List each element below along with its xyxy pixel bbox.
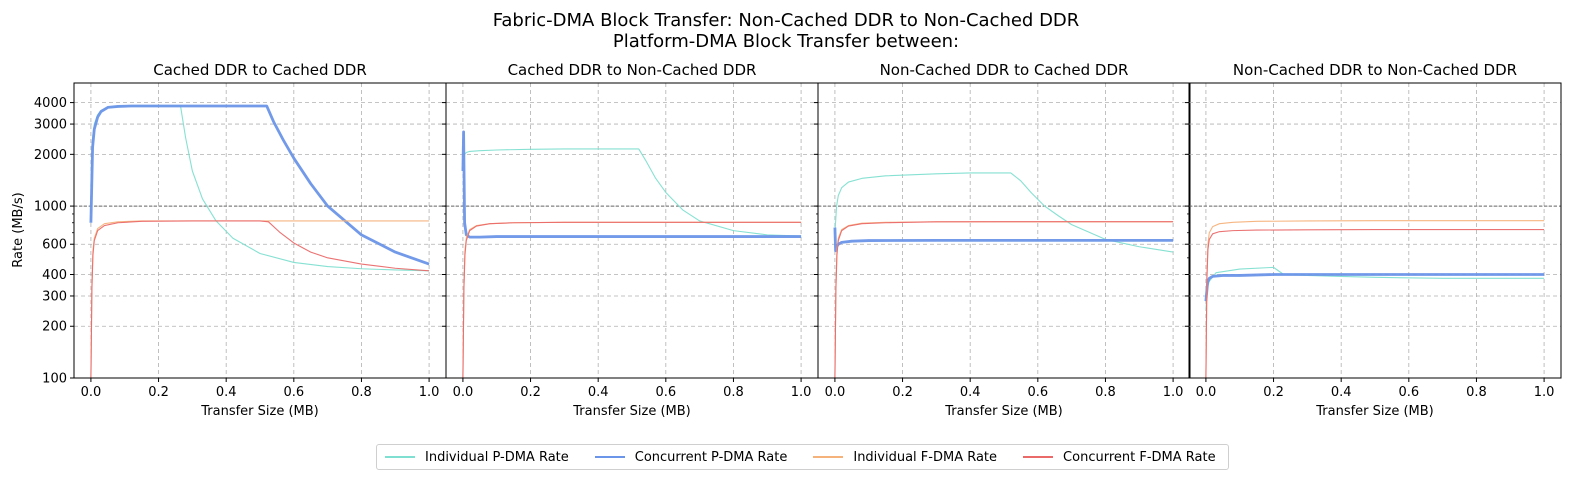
x-tick-label: 0.8 [1466, 385, 1487, 400]
x-tick-label: 1.0 [1534, 385, 1555, 400]
x-tick-label: 0.0 [1196, 385, 1217, 400]
x-tick-label: 1.0 [419, 385, 440, 400]
subplot-title: Cached DDR to Cached DDR [153, 61, 367, 79]
legend-swatch [594, 456, 625, 458]
series-line [90, 105, 430, 272]
legend-swatch [385, 456, 415, 458]
legend-item-concurrent-fdma: Concurrent F-DMA Rate [1023, 450, 1216, 465]
x-axis-label: Transfer Size (MB) [200, 404, 319, 419]
y-tick-label: 2000 [34, 148, 67, 163]
x-tick-label: 0.2 [520, 385, 541, 400]
subplot-2: 0.0 0.2 0.4 0.6 0.8 1.0 Cached DDR to Non-Cach… [442, 61, 819, 419]
series-line [834, 221, 1174, 378]
y-tick-label: 3000 [34, 118, 67, 133]
legend: Individual P-DMA Rate Concurrent P-DMA R… [376, 444, 1229, 470]
series-group [1204, 220, 1545, 378]
y-tick-label: 200 [42, 320, 67, 335]
x-tick-label: 0.4 [216, 385, 237, 400]
x-tick-label: 0.6 [283, 385, 304, 400]
subplot-title: Cached DDR to Non-Cached DDR [508, 61, 757, 79]
axes-frame [445, 82, 819, 379]
subplot-1: 0.0 0.2 0.4 0.6 0.8 1.0 100 200 300 400 600 1000 200… [34, 61, 447, 419]
legend-item-concurrent-pdma: Concurrent P-DMA Rate [594, 449, 788, 465]
x-tick-label: 0.0 [81, 385, 102, 400]
x-tick-label: 0.6 [655, 385, 676, 400]
series-line [461, 130, 802, 239]
legend-label: Concurrent F-DMA Rate [1063, 449, 1216, 465]
subplot-title: Non-Cached DDR to Cached DDR [880, 61, 1129, 79]
series-line [1205, 229, 1545, 378]
legend-item-individual-fdma: Individual F-DMA Rate [813, 450, 997, 465]
subplots: 0.0 0.2 0.4 0.6 0.8 1.0 100 200 300 400 600 1000 200… [34, 61, 1562, 419]
x-tick-label: 0.4 [960, 385, 981, 400]
x-tick-label: 0.6 [1398, 385, 1419, 400]
series-line [89, 104, 430, 266]
series-line [1204, 273, 1545, 302]
x-axis-label: Transfer Size (MB) [572, 404, 691, 419]
legend-label: Individual F-DMA Rate [853, 449, 998, 465]
y-tick-label: 600 [42, 238, 67, 253]
x-tick-label: 0.8 [351, 385, 372, 400]
legend-swatch [1023, 456, 1054, 458]
series-line [834, 221, 1174, 378]
series-line [462, 221, 802, 378]
x-tick-label: 0.0 [453, 385, 474, 400]
y-tick-label: 1000 [34, 200, 67, 215]
y-tick-label: 100 [42, 372, 67, 387]
series-line [462, 221, 802, 378]
x-tick-label: 0.0 [825, 385, 846, 400]
subplot-title: Non-Cached DDR to Non-Cached DDR [1233, 61, 1517, 79]
subplot-3: 0.0 0.2 0.4 0.6 0.8 1.0 Non-Cached DDR to Cach… [814, 61, 1191, 419]
x-tick-label: 0.4 [588, 385, 609, 400]
axes-frame [817, 82, 1191, 379]
x-tick-label: 1.0 [1163, 385, 1184, 400]
axes-frame [1188, 82, 1562, 379]
x-axis-label: Transfer Size (MB) [1315, 404, 1434, 419]
legend-swatch [813, 456, 844, 458]
figure-title-line-2: Platform-DMA Block Transfer between: [613, 31, 959, 52]
x-tick-label: 0.8 [723, 385, 744, 400]
legend-label: Concurrent P-DMA Rate [634, 449, 788, 465]
x-tick-label: 1.0 [791, 385, 812, 400]
x-tick-label: 0.2 [148, 385, 169, 400]
x-tick-label: 0.6 [1027, 385, 1048, 400]
subplot-4: 0.0 0.2 0.4 0.6 0.8 1.0 Non-Cached DDR to Non-… [1185, 61, 1562, 419]
axes-frame [73, 82, 447, 379]
series-line [834, 172, 1174, 253]
x-tick-label: 0.4 [1331, 385, 1352, 400]
y-tick-label: 300 [42, 289, 67, 304]
series-group [461, 130, 802, 378]
y-axis-label: Rate (MB/s) [11, 192, 26, 267]
figure-title-line-1: Fabric-DMA Block Transfer: Non-Cached DD… [493, 10, 1080, 31]
series-line [90, 220, 430, 378]
y-tick-label: 4000 [34, 96, 67, 111]
x-axis-label: Transfer Size (MB) [944, 404, 1063, 419]
series-line [833, 227, 1174, 253]
legend-item-individual-pdma: Individual P-DMA Rate [385, 450, 569, 465]
legend-label: Individual P-DMA Rate [425, 449, 569, 465]
x-tick-label: 0.2 [892, 385, 913, 400]
series-group [89, 104, 430, 378]
x-tick-label: 0.8 [1095, 385, 1116, 400]
series-group [833, 172, 1174, 378]
y-tick-label: 400 [42, 268, 67, 283]
x-tick-label: 0.2 [1263, 385, 1284, 400]
